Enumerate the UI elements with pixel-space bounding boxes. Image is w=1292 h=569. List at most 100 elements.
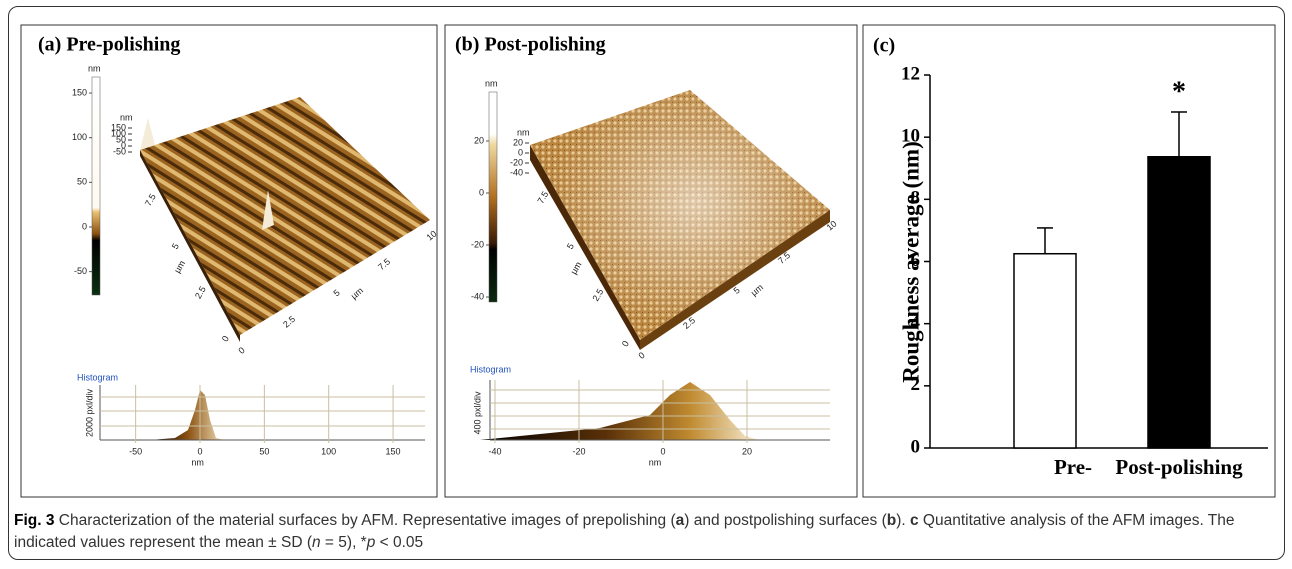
y-tick-label: 8	[911, 188, 921, 209]
caption-text: ).	[896, 512, 910, 529]
caption-text: b	[886, 512, 897, 529]
afm-surface	[140, 97, 430, 335]
caption-text: = 5), *	[320, 534, 367, 551]
y-tick-label: 0	[220, 334, 231, 343]
x-tick-label: Post-polishing	[1115, 455, 1243, 479]
histogram-shape	[480, 382, 760, 440]
bar	[1013, 252, 1077, 449]
afm-surface-side	[140, 150, 240, 342]
histogram-title: Histogram	[77, 372, 118, 382]
panel-title: (b) Post-polishing	[455, 34, 606, 56]
histogram-grid	[100, 389, 830, 430]
significance-marker: *	[1172, 76, 1186, 107]
z-tick-label: 150	[111, 122, 126, 132]
colorbar-unit: nm	[88, 63, 101, 73]
caption-text: < 0.05	[375, 534, 424, 551]
y-axis-unit: µm	[568, 260, 583, 276]
y-tick-label: 0	[620, 339, 631, 348]
y-tick-label: 7.5	[143, 192, 158, 208]
caption-text: Characterization of the material surface…	[58, 512, 676, 529]
x-tick-label: 2.5	[281, 314, 297, 330]
figure-frame	[8, 6, 1285, 560]
colorbar-unit: nm	[485, 78, 498, 88]
colorbar-tick-label: 0	[479, 187, 484, 197]
z-axis-unit: nm	[517, 127, 530, 137]
caption: Fig. 3 Characterization of the material …	[14, 510, 1279, 554]
z-tick-label: 100	[111, 128, 126, 138]
histogram-tick-label: 20	[742, 446, 752, 456]
x-tick-label: 5	[731, 285, 741, 296]
chart-title: (c)	[873, 35, 895, 57]
x-tick-label: 5	[331, 288, 341, 299]
y-axis-label: Roughness average (nm)	[898, 141, 923, 383]
y-tick-label: 2.5	[193, 285, 208, 301]
histogram-tick-label: -50	[129, 446, 142, 456]
afm-highlight	[530, 90, 830, 340]
caption-label: Fig. 3	[14, 512, 55, 529]
panel-a-border	[20, 24, 438, 498]
x-tick-label: Pre-	[1054, 455, 1092, 479]
x-tick-label: 10	[425, 228, 439, 242]
histogram-tick-label: 50	[259, 446, 269, 456]
histogram-x-label: nm	[649, 457, 662, 467]
colorbar	[488, 91, 498, 303]
caption-text: n	[312, 534, 321, 551]
x-axis-unit: µm	[749, 282, 765, 298]
histogram-shape	[150, 390, 225, 440]
afm-surface-side	[640, 210, 830, 350]
panel-b-border	[444, 24, 858, 498]
y-tick-label: 12	[901, 63, 920, 84]
y-tick-label: 7.5	[535, 190, 550, 206]
y-tick-label: 5	[565, 242, 576, 251]
colorbar	[91, 76, 101, 296]
z-tick-label: -50	[113, 146, 126, 156]
z-tick-label: 0	[121, 140, 126, 150]
histogram-x-label: nm	[191, 457, 204, 467]
z-tick-label: -40	[510, 167, 523, 177]
histogram-y-label: 400 pxl/div	[472, 391, 482, 435]
histogram-y-label: 2000 pxl/div	[84, 388, 94, 437]
x-tick-label: 10	[825, 218, 839, 232]
histogram-tick-label: 0	[197, 446, 202, 456]
y-tick-label: 5	[170, 242, 181, 251]
afm-surface-side	[530, 145, 640, 350]
colorbar-tick-label: -40	[471, 291, 484, 301]
caption-text: p	[366, 534, 376, 551]
panel-c-border	[862, 24, 1276, 498]
y-tick-label: 0	[911, 436, 921, 457]
z-tick-label: 20	[513, 137, 523, 147]
y-axis-unit: µm	[172, 259, 187, 275]
z-tick-label: 0	[518, 147, 523, 157]
colorbar-tick-label: 50	[77, 177, 87, 187]
panel-title: (a) Pre-polishing	[38, 34, 180, 56]
histogram-title: Histogram	[470, 364, 511, 374]
y-tick-label: 6	[911, 250, 921, 271]
x-tick-label: 0	[236, 345, 246, 356]
caption-text: a	[675, 512, 685, 529]
x-tick-label: 7.5	[376, 256, 392, 272]
caption-text: c	[910, 512, 919, 529]
colorbar-tick-label: -50	[74, 266, 87, 276]
z-axis-unit: nm	[120, 112, 133, 122]
x-axis-unit: µm	[349, 285, 365, 301]
z-tick-label: 50	[116, 134, 126, 144]
caption-text: Quantitative analysis of the AFM images.…	[14, 512, 1235, 551]
y-tick-label: 4	[911, 312, 921, 333]
z-tick-label: -20	[510, 157, 523, 167]
histogram-tick-label: 0	[660, 446, 665, 456]
histogram-tick-label: 150	[386, 446, 401, 456]
histogram-tick-label: -40	[488, 446, 501, 456]
colorbar-tick-label: 100	[72, 132, 87, 142]
y-tick-label: 2.5	[590, 287, 605, 303]
y-tick-label: 2	[911, 374, 921, 395]
colorbar-tick-label: 20	[474, 135, 484, 145]
colorbar-tick-label: -20	[471, 239, 484, 249]
histogram-tick-label: -20	[572, 446, 585, 456]
colorbar-tick-label: 0	[82, 221, 87, 231]
figure: (a) Pre-polishing (b) Post-polishing (c)…	[20, 24, 1276, 498]
histogram-tick-label: 100	[321, 446, 336, 456]
y-tick-label: 10	[901, 126, 920, 147]
colorbar-tick-label: 150	[72, 87, 87, 97]
bar	[1147, 155, 1211, 449]
